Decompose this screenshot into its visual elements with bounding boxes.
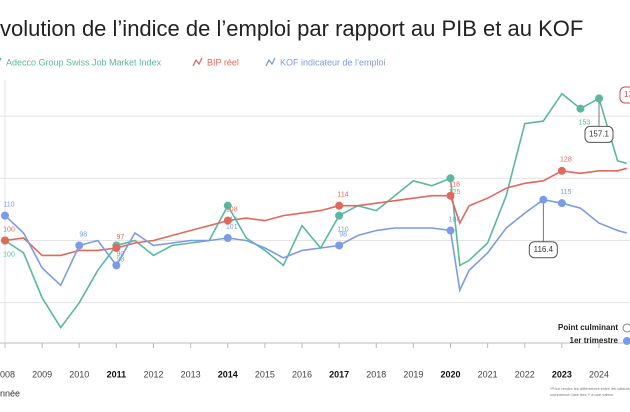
footnote: commence l’axe des Y à une valeur bbox=[550, 392, 614, 397]
footnote: *Pour rendre les différences entre les v… bbox=[550, 386, 630, 391]
callout-box bbox=[528, 241, 558, 259]
x-axis-label: nnée bbox=[0, 388, 20, 398]
data-point bbox=[1, 236, 9, 245]
x-tick-label: 2022 bbox=[515, 369, 535, 379]
callout-label: 13 bbox=[624, 90, 630, 99]
x-tick-label: 2024 bbox=[589, 369, 609, 379]
x-tick-label: 2011 bbox=[107, 369, 127, 379]
data-point bbox=[335, 211, 344, 220]
data-point bbox=[112, 261, 121, 270]
data-point bbox=[335, 201, 344, 210]
data-point bbox=[446, 226, 455, 235]
legend-icon bbox=[0, 57, 2, 62]
data-point bbox=[576, 104, 585, 113]
callout-box bbox=[619, 86, 630, 104]
series-line bbox=[4, 198, 628, 293]
data-label: 110 bbox=[3, 201, 14, 208]
data-point bbox=[446, 174, 455, 183]
data-label: 98 bbox=[79, 231, 87, 238]
data-label: 100 bbox=[3, 226, 15, 233]
data-point bbox=[539, 195, 548, 204]
legend-label: BIP réel bbox=[207, 57, 239, 67]
data-point bbox=[75, 241, 84, 250]
data-label: 108 bbox=[226, 206, 238, 213]
chart-title: volution de l’indice de l’emploi par rap… bbox=[0, 16, 583, 41]
callout-box bbox=[584, 125, 614, 143]
data-label: 118 bbox=[449, 182, 460, 189]
data-point bbox=[1, 211, 9, 220]
legend-icon bbox=[622, 323, 630, 333]
x-tick-label: 2023 bbox=[552, 369, 572, 379]
x-tick-label: 2015 bbox=[255, 369, 275, 379]
data-label: 125 bbox=[449, 189, 461, 196]
legend-label: KOF indicateur de l’emploi bbox=[280, 57, 386, 67]
x-tick-label: 2021 bbox=[478, 369, 498, 379]
data-label: 100 bbox=[3, 251, 15, 258]
data-point bbox=[446, 191, 455, 200]
data-label: 98 bbox=[116, 256, 124, 263]
x-tick-label: 2013 bbox=[181, 369, 201, 379]
data-label: 101 bbox=[226, 224, 238, 231]
data-label: 104 bbox=[449, 216, 461, 223]
x-tick-label: 2010 bbox=[69, 369, 89, 379]
data-point bbox=[223, 201, 232, 210]
x-tick-label: 2018 bbox=[366, 369, 386, 379]
data-label: 114 bbox=[226, 217, 237, 224]
callout-label: 157.1 bbox=[589, 130, 610, 139]
legend-icon bbox=[623, 337, 630, 345]
data-point bbox=[557, 199, 566, 208]
legend-label: 1er trimestre bbox=[570, 336, 619, 345]
data-label: 115 bbox=[560, 189, 571, 196]
x-tick-label: 2020 bbox=[440, 369, 460, 379]
data-point bbox=[335, 241, 344, 250]
data-label: 114 bbox=[338, 192, 349, 199]
x-tick-label: 2009 bbox=[32, 369, 52, 379]
data-label: 128 bbox=[560, 157, 572, 164]
legend-label: Point culminant bbox=[558, 323, 618, 332]
x-tick-label: 2017 bbox=[329, 369, 349, 379]
data-point bbox=[557, 166, 566, 175]
callout-label: 116.4 bbox=[534, 245, 554, 254]
legend-label: Adecco Group Swiss Job Market Index bbox=[6, 57, 162, 67]
data-label: 97 bbox=[116, 234, 124, 241]
legend-icon bbox=[265, 57, 276, 67]
legend-icon bbox=[192, 57, 203, 67]
x-tick-label: 2012 bbox=[143, 369, 163, 379]
data-label: 153 bbox=[579, 119, 591, 126]
data-label: 90 bbox=[116, 251, 124, 258]
x-tick-label: 2008 bbox=[0, 369, 15, 379]
data-point bbox=[223, 216, 232, 225]
data-point bbox=[223, 234, 232, 242]
data-label: 110 bbox=[338, 226, 349, 233]
data-label: 98 bbox=[339, 231, 347, 238]
data-point bbox=[595, 94, 603, 103]
data-point bbox=[112, 243, 121, 252]
x-tick-label: 2019 bbox=[403, 369, 423, 379]
x-tick-label: 2014 bbox=[218, 369, 238, 379]
x-tick-label: 2016 bbox=[292, 369, 312, 379]
